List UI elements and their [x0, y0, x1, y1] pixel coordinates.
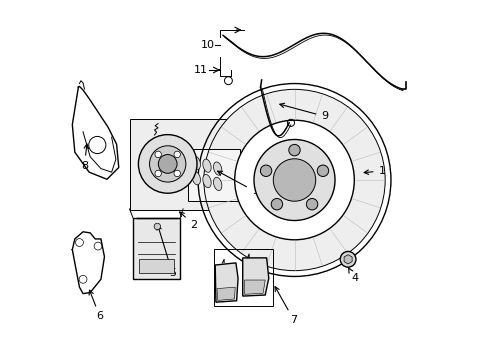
Ellipse shape — [192, 156, 200, 170]
Circle shape — [306, 198, 317, 210]
Ellipse shape — [213, 162, 222, 175]
Bar — [139, 259, 173, 273]
Circle shape — [174, 170, 180, 177]
Ellipse shape — [213, 177, 222, 190]
Polygon shape — [217, 287, 235, 300]
Circle shape — [203, 89, 385, 271]
Text: 8: 8 — [81, 144, 88, 171]
Text: 4: 4 — [348, 268, 357, 283]
Text: 2: 2 — [179, 212, 197, 230]
Bar — [188, 149, 240, 202]
Polygon shape — [215, 263, 238, 302]
Bar — [133, 218, 180, 279]
Text: 5: 5 — [157, 225, 176, 278]
Circle shape — [253, 139, 334, 221]
Circle shape — [260, 165, 271, 176]
Circle shape — [271, 198, 282, 210]
Ellipse shape — [203, 159, 211, 172]
Ellipse shape — [192, 172, 200, 185]
Ellipse shape — [203, 175, 211, 188]
Circle shape — [273, 159, 315, 201]
Polygon shape — [242, 258, 268, 296]
Circle shape — [149, 146, 185, 182]
Text: 6: 6 — [89, 290, 103, 321]
Circle shape — [340, 251, 355, 267]
Bar — [214, 249, 272, 306]
Circle shape — [317, 165, 328, 176]
Circle shape — [138, 135, 197, 193]
Circle shape — [158, 154, 177, 173]
Bar — [130, 119, 242, 210]
Text: 11: 11 — [194, 65, 207, 75]
Text: 9: 9 — [279, 103, 328, 121]
Circle shape — [155, 170, 161, 177]
Circle shape — [155, 151, 161, 158]
Text: 10: 10 — [201, 40, 215, 50]
Text: 7: 7 — [274, 287, 297, 325]
Text: 3: 3 — [217, 171, 258, 197]
Text: 1: 1 — [364, 166, 385, 176]
Circle shape — [288, 144, 300, 156]
Circle shape — [174, 151, 180, 158]
Circle shape — [234, 120, 354, 240]
Polygon shape — [244, 280, 264, 294]
Circle shape — [154, 223, 160, 230]
